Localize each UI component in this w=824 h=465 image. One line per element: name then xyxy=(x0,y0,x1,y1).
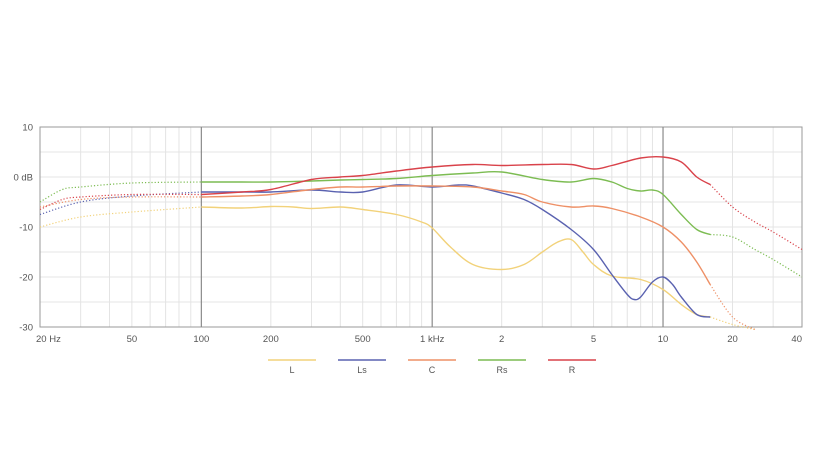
series-c-line-dotted-tail xyxy=(709,284,756,331)
series-rs-line-dotted-tail xyxy=(710,233,803,278)
series-l-line xyxy=(201,205,711,318)
x-tick-label: 40 xyxy=(791,334,802,345)
y-tick-label: 10 xyxy=(22,123,33,134)
legend-label-ls: Ls xyxy=(357,365,367,375)
legend-label-r: R xyxy=(569,365,576,375)
x-tick-label: 100 xyxy=(193,334,209,345)
series-lines xyxy=(39,155,803,331)
legend: L Ls C Rs R xyxy=(268,359,596,375)
series-l-line-dotted xyxy=(39,206,202,228)
y-axis-tick-labels: 10 0 dB -10 -20 -30 xyxy=(13,123,33,334)
legend-label-rs: Rs xyxy=(497,365,508,375)
series-rs-line xyxy=(201,170,711,236)
x-tick-label: 20 Hz xyxy=(36,334,61,345)
legend-label-c: C xyxy=(429,365,436,375)
x-tick-label: 1 kHz xyxy=(420,334,445,345)
series-ls-line xyxy=(201,184,711,318)
legend-label-l: L xyxy=(289,365,294,375)
x-tick-label: 2 xyxy=(499,334,504,345)
y-tick-label: -10 xyxy=(19,223,33,234)
series-l-line-dotted-tail xyxy=(709,316,756,331)
y-tick-label: -30 xyxy=(19,323,33,334)
series-ls-line-dotted xyxy=(39,191,202,216)
x-tick-label: 10 xyxy=(658,334,669,345)
x-tick-label: 5 xyxy=(591,334,596,345)
series-r-line xyxy=(201,155,711,196)
series-r-line-dotted-tail xyxy=(709,184,803,251)
y-tick-label: 0 dB xyxy=(13,173,33,184)
x-tick-label: 200 xyxy=(263,334,279,345)
chart-grid xyxy=(40,127,802,327)
x-tick-label: 50 xyxy=(127,334,138,345)
x-axis-tick-labels: 20 Hz 50 100 200 500 1 kHz 2 5 10 20 40 xyxy=(36,334,802,345)
y-tick-label: -20 xyxy=(19,273,33,284)
series-c-line xyxy=(201,185,711,285)
x-tick-label: 20 xyxy=(727,334,738,345)
x-tick-label: 500 xyxy=(355,334,371,345)
